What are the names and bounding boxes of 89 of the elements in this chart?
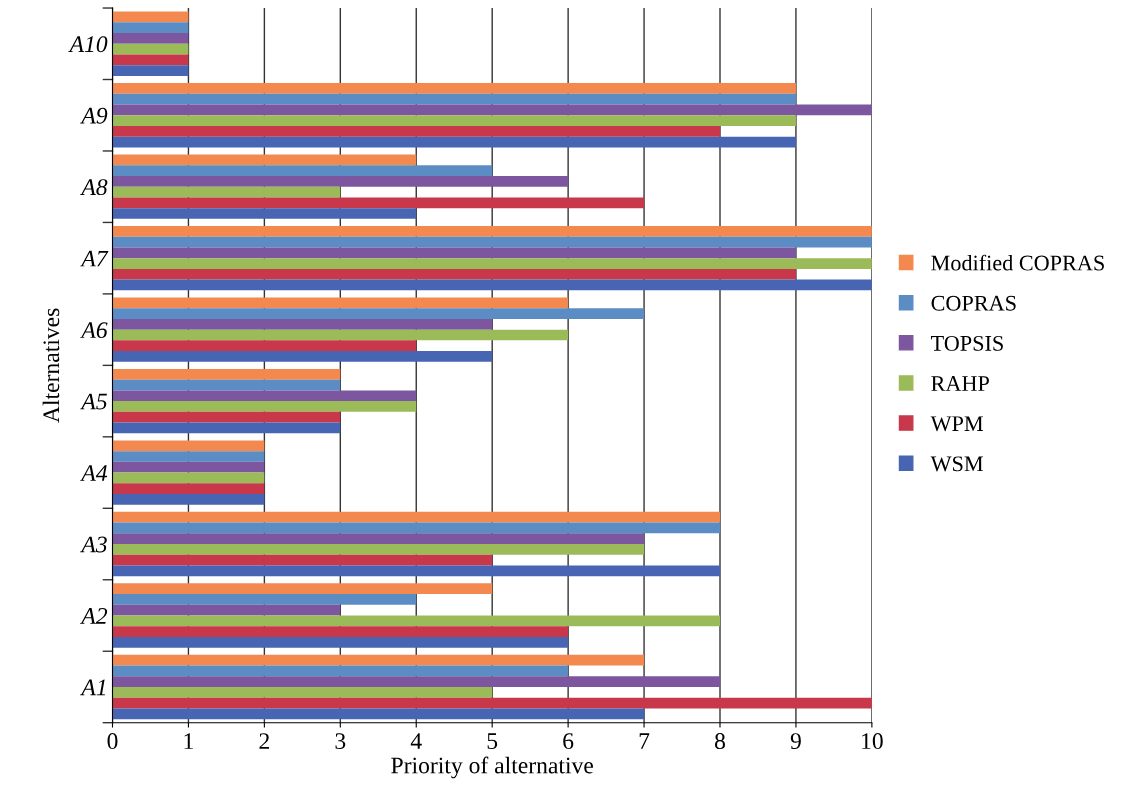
x-tick-label: 3 xyxy=(335,733,346,750)
bar xyxy=(112,208,417,219)
bar xyxy=(112,308,645,319)
bar xyxy=(112,318,493,330)
bar xyxy=(112,636,569,648)
x-tick-label: 2 xyxy=(259,733,269,749)
bar xyxy=(112,401,417,412)
y-tick-label: A9 xyxy=(80,107,108,124)
bar xyxy=(112,594,417,605)
legend-label: TOPSIS xyxy=(930,335,1003,351)
bar xyxy=(112,43,189,55)
bar xyxy=(112,154,417,166)
bar xyxy=(112,186,341,198)
bar xyxy=(112,11,189,23)
bar xyxy=(112,522,720,534)
bar xyxy=(112,93,796,105)
bar xyxy=(112,411,341,423)
x-tick-label: 8 xyxy=(715,733,725,750)
bar xyxy=(112,686,493,698)
bar xyxy=(112,197,645,209)
bar xyxy=(112,390,417,402)
y-tick-label: A5 xyxy=(80,393,107,410)
y-tick-label: A1 xyxy=(80,679,106,696)
bar xyxy=(112,104,872,116)
bar xyxy=(112,125,720,137)
bar xyxy=(112,554,493,566)
bar xyxy=(112,697,872,709)
bar xyxy=(112,676,720,687)
bar xyxy=(112,565,720,577)
bar xyxy=(112,54,189,66)
y-tick-label: A3 xyxy=(80,536,107,553)
bar xyxy=(112,136,796,148)
bar xyxy=(112,654,645,666)
bar xyxy=(112,665,569,677)
bar xyxy=(112,226,872,237)
bar xyxy=(112,483,265,495)
y-tick-label: A4 xyxy=(80,465,108,481)
bar xyxy=(112,461,265,473)
y-tick-label: A6 xyxy=(80,322,108,339)
bar xyxy=(112,451,265,462)
x-tick-label: 0 xyxy=(107,733,118,750)
bar xyxy=(112,83,796,94)
legend-label: COPRAS xyxy=(931,295,1016,311)
bar xyxy=(112,329,569,341)
bar xyxy=(112,368,341,380)
bar xyxy=(112,615,720,627)
x-tick-label: 4 xyxy=(410,733,422,749)
x-tick-label: 6 xyxy=(563,733,574,750)
bar xyxy=(112,440,265,452)
bar xyxy=(112,247,796,259)
bar xyxy=(112,544,645,555)
y-tick-label: A8 xyxy=(80,179,108,196)
bar xyxy=(112,268,796,280)
bar xyxy=(112,604,341,616)
y-tick-label: A10 xyxy=(68,36,108,53)
bar xyxy=(112,297,569,309)
bar xyxy=(112,533,645,545)
bar xyxy=(112,258,872,269)
bar xyxy=(112,708,645,720)
bar xyxy=(112,22,189,34)
bar xyxy=(112,115,796,126)
legend-label: RAHP xyxy=(931,376,989,391)
bar xyxy=(112,379,341,391)
bar xyxy=(112,236,872,248)
x-tick-label: 1 xyxy=(184,733,193,749)
x-axis-title: Priority of alternative xyxy=(391,756,593,779)
x-tick-label: 5 xyxy=(487,733,498,750)
bar xyxy=(112,351,493,362)
bar xyxy=(112,279,872,291)
legend-label: WSM xyxy=(930,456,984,472)
y-tick-label: A7 xyxy=(80,250,109,267)
y-tick-label: A2 xyxy=(80,608,108,624)
bar xyxy=(112,33,189,44)
bar xyxy=(112,494,265,505)
bar xyxy=(112,472,265,484)
bar xyxy=(112,511,720,523)
bar xyxy=(112,175,569,187)
bar xyxy=(112,422,341,434)
x-tick-label: 9 xyxy=(790,733,801,750)
y-axis-title: Alternatives xyxy=(42,308,60,423)
x-tick-label: 7 xyxy=(639,733,650,749)
bar xyxy=(112,340,417,352)
bar xyxy=(112,626,569,637)
bar xyxy=(112,583,493,595)
bar xyxy=(112,165,493,176)
legend-label: WPM xyxy=(930,416,984,432)
x-tick-label: 10 xyxy=(862,733,883,750)
legend-label: Modified COPRAS xyxy=(931,254,1104,271)
bar xyxy=(112,65,189,76)
